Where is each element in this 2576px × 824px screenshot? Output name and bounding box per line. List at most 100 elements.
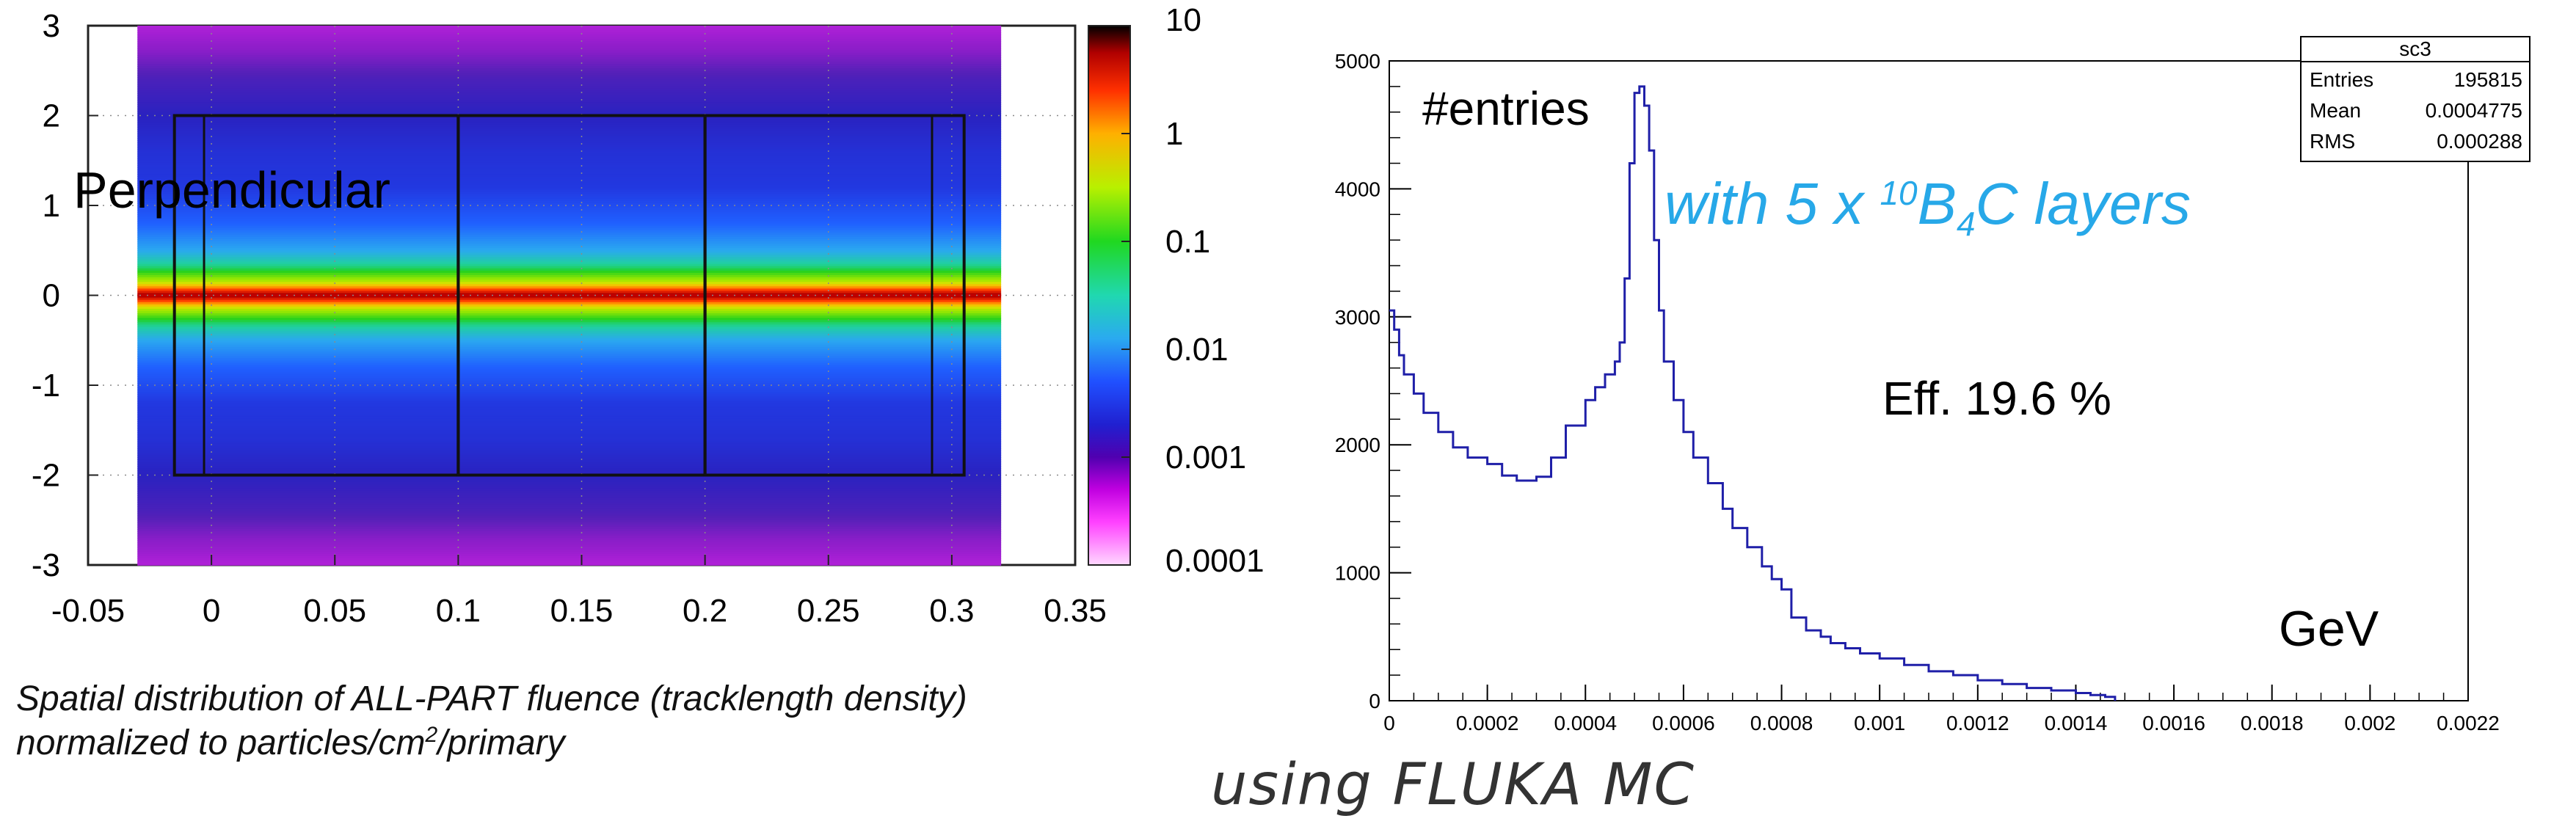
heatmap-band xyxy=(137,219,1002,222)
heatmap-band xyxy=(137,162,1002,166)
heatmap-band xyxy=(137,306,1002,310)
heatmap-band xyxy=(137,373,1002,377)
heatmap-band xyxy=(137,452,1002,456)
heatmap-band xyxy=(137,394,1002,398)
stats-label-entries: Entries xyxy=(2310,68,2373,91)
heatmap-band xyxy=(137,349,1002,352)
heatmap-band xyxy=(137,147,1002,150)
heatmap-band xyxy=(137,174,1002,177)
heatmap-band xyxy=(137,340,1002,343)
heatmap-y-ticks: 3 2 1 0 -1 -2 -3 xyxy=(32,8,98,583)
heatmap-x-tick-label: 0.15 xyxy=(550,593,614,629)
heatmap-band xyxy=(137,244,1002,247)
heatmap-band xyxy=(137,200,1002,204)
heatmap-band xyxy=(137,517,1002,521)
heatmap-band xyxy=(137,511,1002,514)
heatmap-x-tick-label: 0.2 xyxy=(683,593,727,629)
heatmap-y-tick-label: -3 xyxy=(32,547,60,583)
heatmap-band xyxy=(137,430,1002,434)
heatmap-band xyxy=(137,268,1002,271)
heatmap-band xyxy=(137,241,1002,244)
heatmap-band xyxy=(137,519,1002,523)
colorbar-tick-label: 0.01 xyxy=(1165,332,1229,368)
heatmap-band xyxy=(137,291,1002,294)
heatmap-x-tick-label: 0.35 xyxy=(1044,593,1107,629)
heatmap-band xyxy=(137,302,1002,305)
heatmap-band xyxy=(137,316,1002,318)
heatmap-band xyxy=(137,493,1002,496)
heatmap-band xyxy=(137,320,1002,324)
heatmap-band xyxy=(137,86,1002,90)
footer-note: using FLUKA MC xyxy=(1211,752,1695,818)
heatmap-band xyxy=(137,203,1002,206)
heatmap-band xyxy=(137,454,1002,458)
heatmap-band xyxy=(137,387,1002,390)
heatmap-band xyxy=(137,434,1002,438)
heatmap-band xyxy=(137,169,1002,172)
colorbar-tick-label: 10 xyxy=(1165,2,1201,38)
heatmap-band xyxy=(137,284,1002,288)
x-axis-label: GeV xyxy=(2279,601,2379,657)
heatmap-band xyxy=(137,437,1002,440)
heatmap-band xyxy=(137,331,1002,335)
histogram-chart: 0 0.0002 0.0004 0.0006 0.0008 0.001 0.0012 0.00… xyxy=(1335,36,2530,734)
heatmap-band xyxy=(137,142,1002,146)
heatmap-band xyxy=(137,185,1002,189)
heatmap-band xyxy=(137,194,1002,197)
heatmap-band xyxy=(137,526,1002,530)
heatmap-band xyxy=(137,318,1002,321)
heatmap-band xyxy=(137,533,1002,536)
heatmap-band xyxy=(137,73,1002,76)
histogram-x-tick-label: 0.002 xyxy=(2344,712,2395,734)
heatmap-band xyxy=(137,45,1002,49)
heatmap-band xyxy=(137,149,1002,153)
heatmap-band xyxy=(137,423,1002,426)
heatmap-x-tick-label: -0.05 xyxy=(51,593,125,629)
heatmap-band xyxy=(137,468,1002,472)
heatmap-band xyxy=(137,378,1002,382)
stats-value-entries: 195815 xyxy=(2454,68,2522,91)
heatmap-x-tick-label: 0.1 xyxy=(436,593,481,629)
heatmap-band xyxy=(137,385,1002,388)
heatmap-band xyxy=(137,286,1002,290)
heatmap-band xyxy=(137,43,1002,47)
heatmap-band xyxy=(137,538,1002,542)
heatmap-band xyxy=(137,66,1002,69)
heatmap-band xyxy=(137,547,1002,550)
heatmap-band xyxy=(137,367,1002,371)
histogram-frame xyxy=(1389,60,2469,701)
heatmap-band xyxy=(137,183,1002,186)
heatmap-band xyxy=(137,178,1002,182)
heatmap-band xyxy=(137,421,1002,424)
heatmap-band xyxy=(137,266,1002,269)
caption-line-2-prefix: normalized to particles/cm xyxy=(16,723,426,762)
heatmap-band xyxy=(137,544,1002,548)
heatmap-band xyxy=(137,208,1002,211)
heatmap-y-tick-label: -1 xyxy=(32,368,60,404)
heatmap-band xyxy=(137,41,1002,45)
heatmap-band xyxy=(137,376,1002,379)
heatmap-band xyxy=(137,109,1002,112)
heatmap-band xyxy=(137,272,1002,276)
heatmap-band xyxy=(137,122,1002,125)
heatmap-band xyxy=(137,531,1002,534)
heatmap-band xyxy=(137,100,1002,103)
heatmap-band xyxy=(137,54,1002,58)
heatmap-band xyxy=(137,351,1002,354)
heatmap-band xyxy=(137,236,1002,240)
colorbar-tick-label: 0.1 xyxy=(1165,224,1210,260)
heatmap-y-tick-label: 0 xyxy=(43,278,60,314)
caption-line-2-sup: 2 xyxy=(425,723,438,747)
heatmap-band xyxy=(137,131,1002,134)
heatmap-band xyxy=(137,392,1002,395)
heatmap-band xyxy=(137,346,1002,350)
heatmap-band xyxy=(137,134,1002,136)
caption-line-1: Spatial distribution of ALL-PART fluence… xyxy=(16,679,967,719)
stats-box-frame xyxy=(2300,36,2530,162)
layers-prefix: with 5 x xyxy=(1664,171,1880,236)
heatmap-band xyxy=(137,138,1002,141)
heatmap-band xyxy=(137,313,1002,316)
heatmap-band xyxy=(137,214,1002,218)
efficiency-annotation: Eff. 19.6 % xyxy=(1882,372,2111,425)
